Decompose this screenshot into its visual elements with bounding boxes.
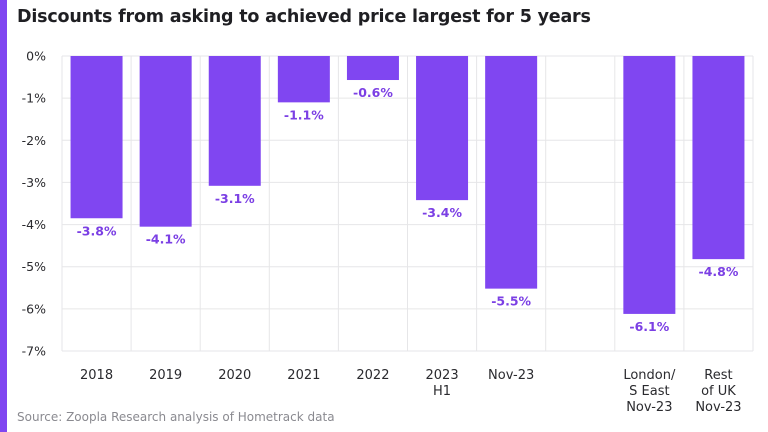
y-tick-label: -3% bbox=[22, 175, 46, 190]
x-tick-label: 2021 bbox=[287, 368, 320, 383]
data-label: -3.4% bbox=[422, 205, 462, 220]
x-tick-label: S East bbox=[629, 384, 669, 399]
y-tick-label: -7% bbox=[22, 344, 46, 359]
bar bbox=[416, 56, 469, 201]
x-tick-label: Nov-23 bbox=[488, 368, 534, 383]
x-tick-label: 2020 bbox=[218, 368, 251, 383]
bar bbox=[692, 56, 745, 260]
data-label: -3.1% bbox=[215, 191, 255, 206]
data-label: -0.6% bbox=[353, 85, 393, 100]
x-tick-label: H1 bbox=[433, 384, 451, 399]
data-label: -5.5% bbox=[491, 294, 531, 309]
x-tick-label: 2022 bbox=[356, 368, 389, 383]
y-tick-label: -2% bbox=[22, 133, 46, 148]
left-accent-bar bbox=[0, 0, 7, 432]
data-label: -1.1% bbox=[284, 107, 324, 122]
data-label: -4.8% bbox=[699, 264, 739, 279]
x-tick-label: 2018 bbox=[80, 368, 113, 383]
y-tick-label: -1% bbox=[22, 91, 46, 106]
bar bbox=[70, 56, 123, 219]
data-label: -6.1% bbox=[629, 319, 669, 334]
x-tick-label: of UK bbox=[701, 384, 736, 399]
x-tick-label: 2023 bbox=[426, 368, 459, 383]
y-tick-label: -4% bbox=[22, 217, 46, 232]
chart-title: Discounts from asking to achieved price … bbox=[17, 7, 591, 27]
x-tick-label: Nov-23 bbox=[626, 400, 672, 415]
y-tick-label: -5% bbox=[22, 259, 46, 274]
chart-source: Source: Zoopla Research analysis of Home… bbox=[17, 410, 335, 424]
x-tick-label: 2019 bbox=[149, 368, 182, 383]
y-tick-label: 0% bbox=[26, 49, 46, 64]
y-tick-label: -6% bbox=[22, 301, 46, 316]
bar bbox=[208, 56, 261, 186]
x-tick-label: London/ bbox=[623, 368, 676, 383]
bar bbox=[139, 56, 192, 227]
bar bbox=[623, 56, 676, 314]
x-tick-label: Rest bbox=[704, 368, 732, 383]
data-label: -3.8% bbox=[77, 223, 117, 238]
data-label: -4.1% bbox=[146, 232, 186, 247]
bar bbox=[485, 56, 538, 289]
bar bbox=[346, 56, 399, 81]
bar bbox=[277, 56, 330, 103]
x-tick-label: Nov-23 bbox=[695, 400, 741, 415]
